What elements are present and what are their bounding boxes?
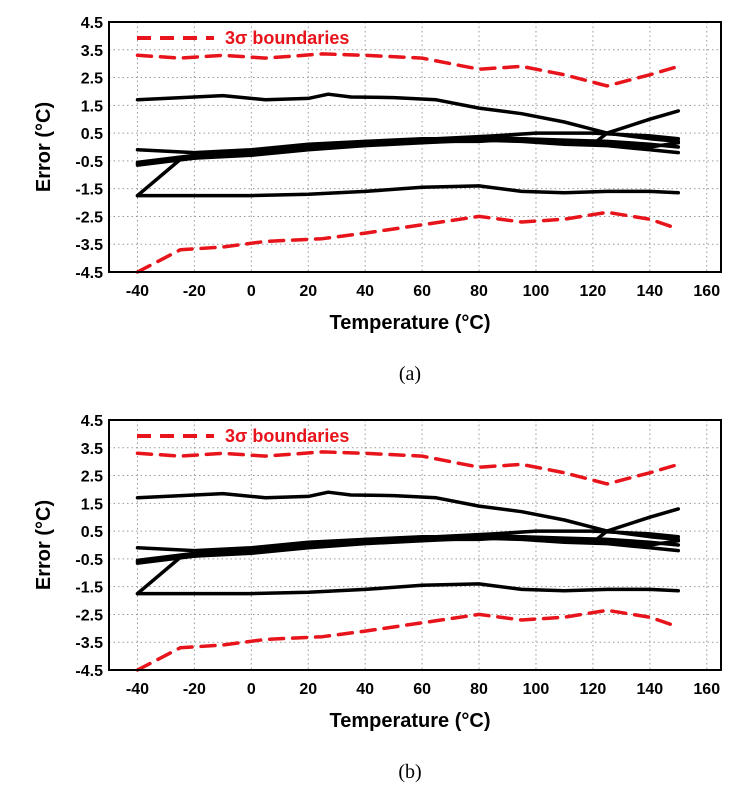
y-tick-label: 4.5	[81, 413, 103, 430]
legend: 3σ boundaries	[137, 28, 349, 48]
x-tick-label: 20	[299, 283, 317, 300]
figure-caption-b: (b)	[398, 761, 421, 783]
x-tick-label: -40	[126, 283, 149, 300]
figure-caption-a: (a)	[399, 363, 421, 385]
x-tick-label: 160	[693, 283, 720, 300]
y-tick-label: 2.5	[81, 71, 103, 88]
x-tick-label: -20	[183, 681, 206, 698]
x-tick-label: 140	[636, 681, 663, 698]
x-tick-label: 80	[470, 283, 488, 300]
y-tick-label: -3.5	[75, 237, 103, 254]
y-tick-label: -2.5	[75, 209, 103, 226]
legend-label: 3σ boundaries	[225, 28, 349, 48]
y-tick-label: -4.5	[75, 265, 103, 282]
legend-label: 3σ boundaries	[225, 426, 349, 446]
x-tick-labels: -40 -20 0 20 40 60 80 100 120 140 160	[126, 681, 720, 698]
error-curve-7	[135, 135, 681, 165]
x-tick-label: 20	[299, 681, 317, 698]
x-tick-label: 160	[693, 681, 720, 698]
x-tick-label: 100	[523, 283, 550, 300]
legend: 3σ boundaries	[137, 426, 349, 446]
y-tick-label: -4.5	[75, 663, 103, 680]
chart-b-svg: -40 -20 0 20 40 60 80 100 120 140 160 4.5 3.5 2.5 1.5 0…	[33, 413, 722, 783]
x-tick-label: 100	[523, 681, 550, 698]
y-tick-label: -2.5	[75, 607, 103, 624]
y-tick-label: -1.5	[75, 580, 103, 597]
y-tick-label: 1.5	[81, 98, 103, 115]
x-axis-title: Temperature (°C)	[330, 312, 491, 334]
y-tick-label: 1.5	[81, 496, 103, 513]
sigma-boundary-upper	[135, 450, 681, 486]
x-tick-label: 40	[356, 283, 374, 300]
sigma-boundary-lower	[135, 210, 681, 274]
sigma-boundary-upper	[135, 52, 681, 88]
x-tick-label: 60	[413, 283, 431, 300]
plot-frame	[108, 21, 722, 273]
y-tick-label: 3.5	[81, 441, 103, 458]
error-curve-6	[135, 536, 681, 565]
y-tick-label: -0.5	[75, 154, 103, 171]
x-tick-label: 80	[470, 681, 488, 698]
chart-panel-a: -40 -20 0 20 40 60 80 100 120 140 160 4.5 3.5 2.5 1.5 0…	[33, 15, 722, 385]
x-tick-label: 40	[356, 681, 374, 698]
error-curve-2	[135, 92, 681, 144]
plot-frame	[108, 419, 722, 671]
error-curve-7	[135, 533, 681, 563]
y-axis-title: Error (°C)	[33, 500, 55, 590]
chart-panel-b: -40 -20 0 20 40 60 80 100 120 140 160 4.5 3.5 2.5 1.5 0…	[0, 398, 741, 803]
x-tick-labels: -40 -20 0 20 40 60 80 100 120 140 160	[126, 283, 720, 300]
x-tick-label: 140	[636, 283, 663, 300]
x-tick-label: 0	[247, 681, 256, 698]
x-axis-title: Temperature (°C)	[330, 710, 491, 732]
y-axis-title: Error (°C)	[33, 102, 55, 192]
series-group	[135, 52, 681, 274]
y-tick-label: -1.5	[75, 182, 103, 199]
x-tick-label: 60	[413, 681, 431, 698]
chart-a-svg: -40 -20 0 20 40 60 80 100 120 140 160 4.5 3.5 2.5 1.5 0…	[33, 15, 722, 385]
x-tick-label: 120	[580, 681, 607, 698]
error-curve-2	[135, 490, 681, 542]
y-tick-labels: 4.5 3.5 2.5 1.5 0.5 -0.5 -1.5 -2.5 -3.5 -4.5	[75, 15, 103, 282]
y-tick-label: 0.5	[81, 524, 103, 541]
x-tick-label: 0	[247, 283, 256, 300]
x-tick-label: -40	[126, 681, 149, 698]
x-tick-label: 120	[580, 283, 607, 300]
error-curve-6	[135, 138, 681, 167]
y-tick-label: -3.5	[75, 635, 103, 652]
y-tick-label: 2.5	[81, 469, 103, 486]
y-tick-label: 3.5	[81, 43, 103, 60]
error-curve-8	[135, 582, 681, 596]
y-tick-label: -0.5	[75, 552, 103, 569]
y-tick-label: 0.5	[81, 126, 103, 143]
y-tick-label: 4.5	[81, 15, 103, 32]
series-group	[135, 450, 681, 672]
error-curve-8	[135, 184, 681, 198]
sigma-boundary-lower	[135, 608, 681, 672]
x-tick-label: -20	[183, 283, 206, 300]
y-tick-labels: 4.5 3.5 2.5 1.5 0.5 -0.5 -1.5 -2.5 -3.5 -4.5	[75, 413, 103, 680]
